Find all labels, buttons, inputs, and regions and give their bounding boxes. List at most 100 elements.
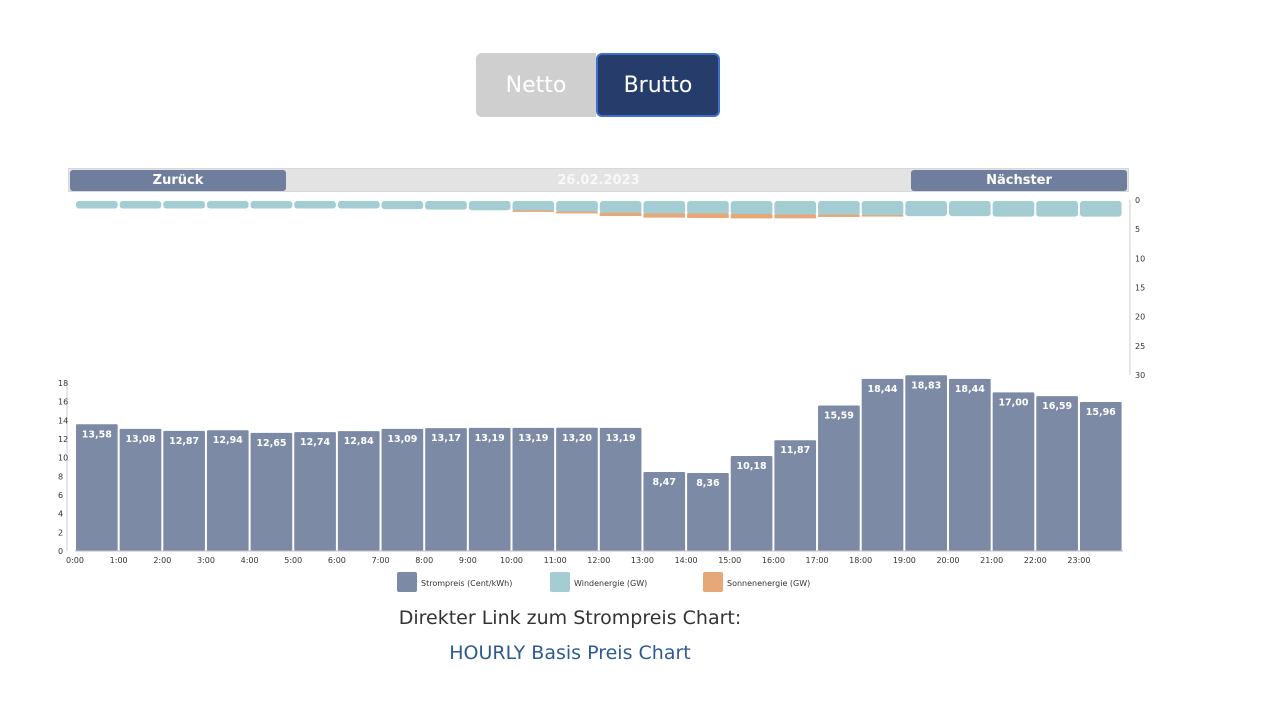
price-energy-chart: 0 2 4 6 8 10 12 14 16 18 0 5 10 15 20 25 30 13,58 0:00 13,0… xyxy=(58,196,1145,592)
price-bar xyxy=(76,424,118,551)
price-value-label: 8,47 xyxy=(653,477,676,488)
price-bar xyxy=(468,427,511,551)
price-bar xyxy=(294,432,336,551)
price-bar xyxy=(556,427,598,551)
solar-energy-bar xyxy=(687,213,729,219)
left-axis-tick-label: 8 xyxy=(58,472,63,481)
x-axis-tick-label: 17:00 xyxy=(806,556,829,565)
wind-energy-bar xyxy=(163,201,205,209)
chart-link-caption: Direkter Link zum Strompreis Chart: xyxy=(398,607,742,629)
x-axis-tick-label: 15:00 xyxy=(718,556,741,565)
netto-button[interactable]: Netto xyxy=(476,53,596,117)
wind-energy-bar xyxy=(425,201,467,210)
price-value-label: 12,84 xyxy=(344,436,374,447)
x-axis-tick-label: 0:00 xyxy=(66,556,84,565)
price-value-label: 8,36 xyxy=(696,478,720,489)
wind-energy-bar xyxy=(119,201,162,209)
wind-energy-bar xyxy=(643,201,686,215)
wind-energy-bar xyxy=(818,201,860,216)
legend-swatch xyxy=(397,572,417,592)
x-axis-tick-label: 5:00 xyxy=(284,556,302,565)
left-axis-tick-label: 18 xyxy=(58,379,68,388)
price-bar xyxy=(1036,396,1078,551)
price-bar xyxy=(818,405,860,551)
right-axis-tick-label: 20 xyxy=(1135,313,1145,322)
price-value-label: 13,19 xyxy=(606,433,636,444)
price-bar xyxy=(861,378,904,551)
price-value-label: 12,65 xyxy=(256,438,286,449)
price-bar xyxy=(687,472,729,551)
current-date: 26.02.2023 xyxy=(557,172,640,188)
right-axis-tick-label: 25 xyxy=(1135,342,1145,351)
right-axis-tick-label: 0 xyxy=(1135,196,1140,205)
price-bar xyxy=(599,427,642,551)
x-axis-tick-label: 18:00 xyxy=(849,556,872,565)
price-value-label: 18,44 xyxy=(955,384,985,395)
price-bar xyxy=(643,471,686,551)
wind-energy-bar xyxy=(949,201,991,217)
left-axis-tick-label: 6 xyxy=(58,491,63,500)
wind-energy-bar xyxy=(992,201,1035,217)
price-bar xyxy=(512,427,555,551)
x-axis-tick-label: 16:00 xyxy=(762,556,785,565)
x-axis-tick-label: 7:00 xyxy=(372,556,390,565)
x-axis-tick-label: 11:00 xyxy=(544,556,567,565)
price-bar xyxy=(730,455,773,551)
x-axis-tick-label: 19:00 xyxy=(893,556,916,565)
price-bar xyxy=(119,428,162,551)
solar-energy-bar xyxy=(643,213,686,218)
right-axis-tick-label: 10 xyxy=(1135,254,1145,263)
wind-energy-bar xyxy=(468,201,511,211)
price-bar xyxy=(425,428,467,551)
wind-energy-bar xyxy=(861,201,904,217)
price-value-label: 12,94 xyxy=(213,435,243,446)
x-axis-tick-label: 20:00 xyxy=(936,556,959,565)
left-axis-tick-label: 12 xyxy=(58,435,68,444)
wind-energy-bar xyxy=(1036,201,1078,217)
price-value-label: 13,58 xyxy=(82,429,112,440)
next-day-button[interactable]: Nächster xyxy=(911,170,1127,191)
price-bar xyxy=(905,375,947,551)
wind-energy-bar xyxy=(1079,201,1122,217)
price-bar xyxy=(1079,402,1122,551)
price-bar xyxy=(992,392,1035,551)
price-value-label: 12,87 xyxy=(169,436,199,447)
x-axis-tick-label: 4:00 xyxy=(241,556,259,565)
price-value-label: 15,96 xyxy=(1086,407,1116,418)
hourly-chart-link[interactable]: HOURLY Basis Preis Chart xyxy=(449,642,691,664)
price-value-label: 13,20 xyxy=(562,433,592,444)
wind-energy-bar xyxy=(556,201,598,213)
left-axis-tick-label: 16 xyxy=(58,398,68,407)
wind-energy-bar xyxy=(905,201,947,217)
left-axis-tick-label: 10 xyxy=(58,454,68,463)
right-axis-tick-label: 15 xyxy=(1135,284,1145,293)
brutto-button[interactable]: Brutto xyxy=(596,53,720,117)
legend-swatch xyxy=(703,572,723,592)
price-value-label: 10,18 xyxy=(737,461,767,472)
price-value-label: 13,19 xyxy=(475,433,505,444)
price-value-label: 11,87 xyxy=(780,445,810,456)
price-value-label: 17,00 xyxy=(998,397,1028,408)
price-bar xyxy=(381,428,424,551)
x-axis-tick-label: 14:00 xyxy=(675,556,698,565)
netto-brutto-toggle: Netto Brutto xyxy=(476,53,720,117)
price-value-label: 12,74 xyxy=(300,437,330,448)
x-axis-tick-label: 6:00 xyxy=(328,556,346,565)
price-bar xyxy=(774,440,817,551)
x-axis-tick-label: 13:00 xyxy=(631,556,654,565)
wind-energy-bar xyxy=(381,201,424,210)
solar-energy-bar xyxy=(861,215,904,217)
previous-day-button[interactable]: Zurück xyxy=(70,170,286,191)
solar-energy-bar xyxy=(774,214,817,219)
x-axis-tick-label: 23:00 xyxy=(1067,556,1090,565)
x-axis-tick-label: 2:00 xyxy=(153,556,171,565)
solar-energy-bar xyxy=(556,211,598,214)
x-axis-tick-label: 12:00 xyxy=(587,556,610,565)
legend-swatch xyxy=(550,572,570,592)
price-bar xyxy=(250,432,293,551)
wind-energy-bar xyxy=(730,201,773,215)
solar-energy-bar xyxy=(730,213,773,219)
price-bar xyxy=(163,430,205,551)
wind-energy-bar xyxy=(206,201,249,209)
x-axis-tick-label: 10:00 xyxy=(500,556,523,565)
